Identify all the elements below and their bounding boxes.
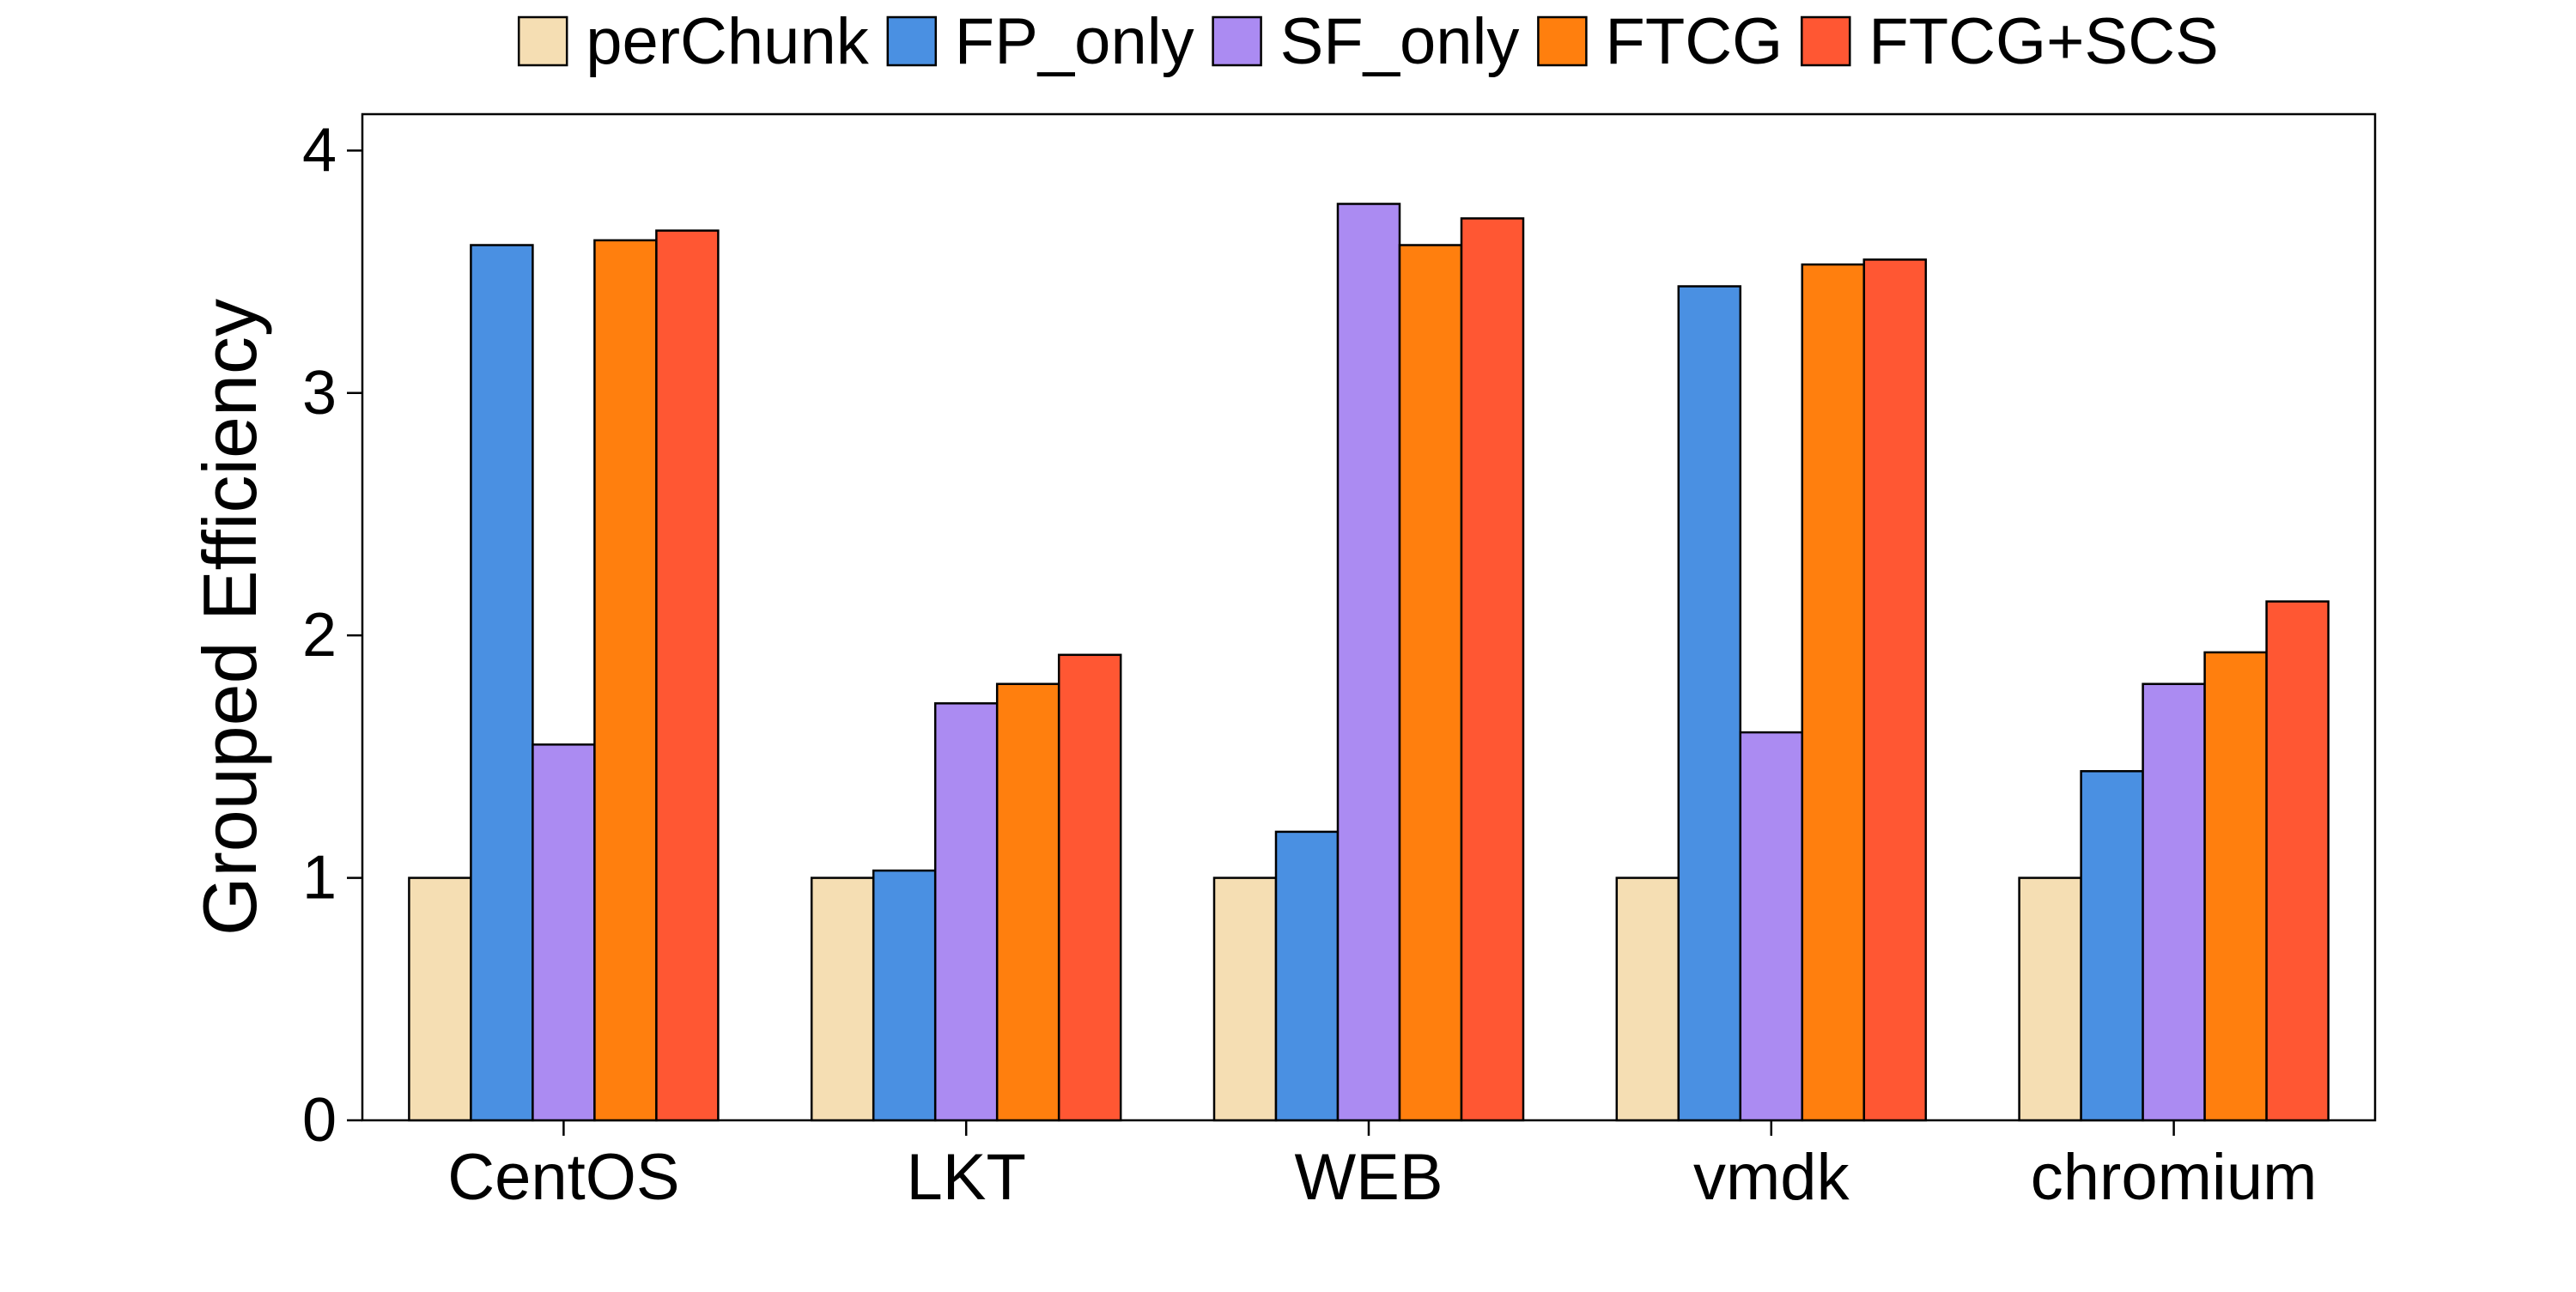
bars — [408, 203, 2330, 1122]
y-tick-label: 0 — [302, 1086, 337, 1155]
bar-perchunk-lkt — [810, 876, 875, 1122]
bar-ftcg-scs-web — [1460, 217, 1525, 1122]
legend-label: perChunk — [586, 5, 870, 78]
bar-fp-only-chromium — [2080, 770, 2144, 1122]
x-tick-label: vmdk — [1693, 1141, 1850, 1214]
bar-perchunk-chromium — [2018, 876, 2082, 1122]
x-tick-label: WEB — [1294, 1141, 1443, 1214]
bar-perchunk-vmdk — [1615, 876, 1680, 1122]
legend-label: FP_only — [955, 5, 1194, 78]
bar-ftcg-chromium — [2203, 651, 2268, 1122]
bar-sf-only-centos — [532, 743, 596, 1122]
bar-sf-only-lkt — [933, 702, 999, 1122]
legend-label: SF_only — [1280, 5, 1520, 78]
bar-fp-only-vmdk — [1677, 285, 1742, 1122]
legend-label: FTCG — [1605, 5, 1783, 78]
bar-perchunk-web — [1212, 876, 1278, 1122]
bar-ftcg-lkt — [995, 682, 1060, 1122]
bar-fp-only-web — [1274, 830, 1340, 1122]
bar-ftcg-scs-centos — [655, 229, 720, 1122]
bar-ftcg-centos — [593, 239, 658, 1122]
y-axis: 0 1 2 3 4 — [302, 116, 362, 1155]
legend: perChunk FP_only SF_only FTCG FTCG+SCS — [517, 5, 2219, 78]
legend-swatch — [886, 15, 938, 67]
bar-fp-only-centos — [470, 244, 534, 1122]
y-tick-label: 1 — [302, 844, 337, 913]
y-axis-label: Grouped Efficiency — [187, 299, 272, 936]
bar-fp-only-lkt — [872, 869, 937, 1122]
y-tick-label: 2 — [302, 601, 337, 670]
bar-ftcg-scs-lkt — [1057, 653, 1122, 1122]
x-tick-label: chromium — [2031, 1141, 2318, 1214]
x-tick-label: LKT — [907, 1141, 1026, 1214]
legend-swatch — [517, 15, 568, 67]
bar-sf-only-vmdk — [1739, 731, 1804, 1122]
y-tick-label: 4 — [302, 116, 337, 185]
bar-sf-only-web — [1336, 203, 1401, 1122]
legend-swatch — [1212, 15, 1262, 67]
bar-sf-only-chromium — [2142, 682, 2206, 1122]
x-axis: CentOS LKT WEB vmdk chromium — [447, 1120, 2317, 1214]
bar-ftcg-scs-vmdk — [1862, 258, 1928, 1122]
bar-ftcg-scs-chromium — [2265, 600, 2330, 1122]
bar-ftcg-web — [1398, 244, 1463, 1122]
x-tick-label: CentOS — [447, 1141, 679, 1214]
legend-swatch — [1537, 15, 1588, 67]
bar-ftcg-vmdk — [1801, 263, 1866, 1122]
legend-label: FTCG+SCS — [1868, 5, 2219, 78]
y-tick-label: 3 — [302, 359, 337, 428]
legend-swatch — [1801, 15, 1851, 67]
bar-perchunk-centos — [408, 876, 472, 1122]
